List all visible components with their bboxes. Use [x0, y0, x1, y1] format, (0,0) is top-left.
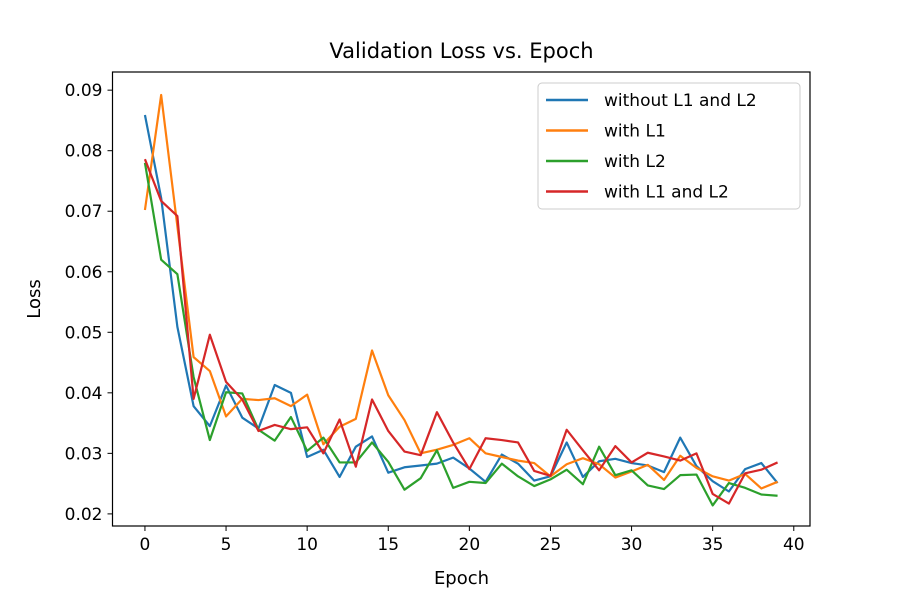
chart-title: Validation Loss vs. Epoch [329, 39, 593, 63]
y-axis-label: Loss [24, 279, 45, 318]
y-tick-label: 0.08 [65, 142, 103, 162]
legend-label: with L1 and L2 [604, 183, 729, 203]
x-tick-label: 15 [377, 535, 399, 555]
y-tick-label: 0.06 [65, 263, 103, 283]
plot-frame [111, 71, 811, 527]
x-tick-label: 25 [540, 535, 562, 555]
y-tick-label: 0.03 [65, 444, 103, 464]
y-tick-label: 0.02 [65, 505, 103, 525]
legend-box [537, 82, 801, 210]
x-tick-label: 30 [621, 535, 643, 555]
y-tick-label: 0.04 [65, 384, 103, 404]
y-tick-label: 0.07 [65, 202, 103, 222]
x-tick-label: 0 [140, 535, 151, 555]
y-tick-label: 0.05 [65, 323, 103, 343]
x-axis: 0 5 10 15 20 25 30 35 40 [140, 526, 805, 555]
legend-label: with L1 [604, 122, 666, 142]
x-tick-label: 10 [296, 535, 318, 555]
x-axis-label: Epoch [434, 568, 489, 589]
x-tick-label: 35 [702, 535, 724, 555]
series-line-2 [143, 162, 778, 507]
y-axis: 0.02 0.03 0.04 0.05 0.06 0.07 0.08 0.09 [65, 81, 113, 525]
x-tick-label: 5 [221, 535, 232, 555]
y-tick-label: 0.09 [65, 81, 103, 101]
legend-label: without L1 and L2 [604, 91, 757, 111]
x-tick-label: 40 [783, 535, 805, 555]
series-layer [143, 93, 779, 507]
series-line-1 [143, 93, 778, 490]
series-line-0 [143, 114, 779, 493]
legend-label: with L2 [604, 152, 666, 172]
series-line-3 [143, 158, 779, 505]
legend: without L1 and L2 with L1 with L2 with L1 a… [537, 82, 801, 210]
x-tick-label: 20 [459, 535, 481, 555]
